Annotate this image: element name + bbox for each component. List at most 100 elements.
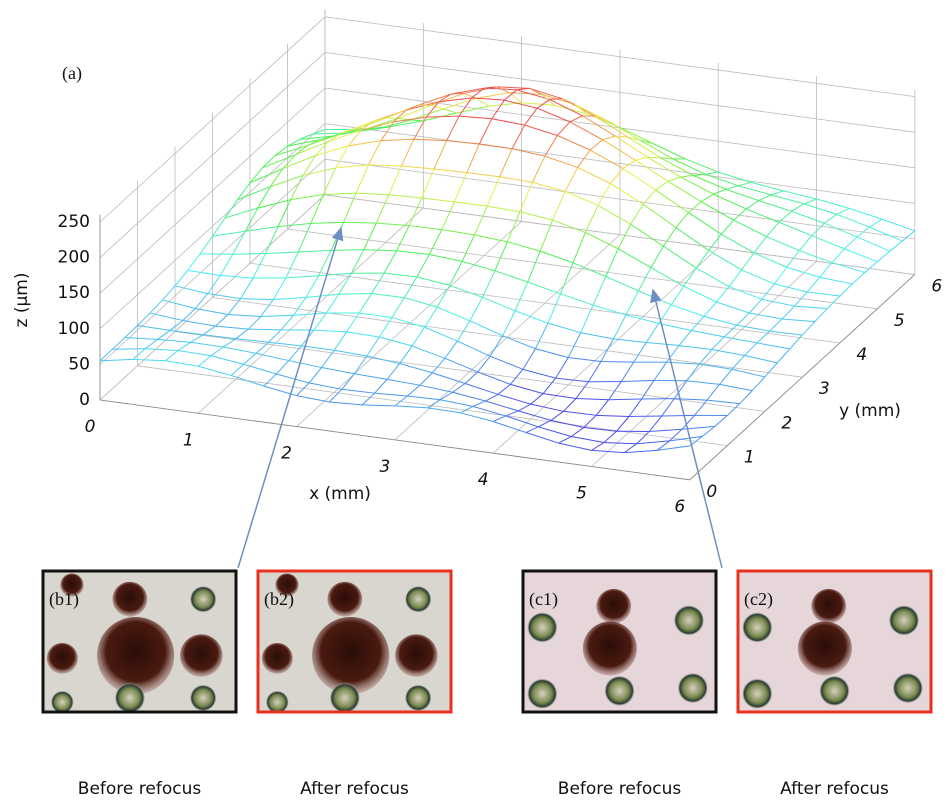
mesh-line [567, 332, 582, 358]
mesh-line [408, 197, 423, 226]
mesh-line [376, 222, 410, 227]
mesh-line [849, 207, 883, 220]
mesh-line [371, 272, 385, 294]
mesh-line [539, 250, 574, 264]
mesh-line [341, 388, 375, 394]
mesh-line [182, 319, 216, 327]
mesh-line [881, 218, 915, 232]
mesh-line [195, 308, 229, 315]
mesh-line [589, 149, 624, 169]
mesh-line [693, 173, 706, 176]
image-frame [41, 569, 238, 714]
mesh-line [531, 155, 546, 183]
mesh-line [280, 314, 294, 331]
mesh-line [399, 345, 413, 364]
mesh-line [270, 174, 304, 188]
mesh-line [446, 115, 460, 141]
mesh-line [441, 229, 475, 236]
mesh-line [249, 168, 283, 184]
mesh-line [187, 270, 221, 276]
mesh-line [594, 115, 608, 122]
z-tick-label: 100 [58, 319, 90, 339]
mesh-line [400, 139, 415, 167]
mesh-line [636, 431, 650, 445]
mesh-line [798, 235, 813, 251]
mesh-line [753, 252, 787, 268]
mesh-line [202, 325, 216, 336]
mesh-line [504, 89, 518, 101]
mesh-line [381, 138, 414, 142]
mesh-line [622, 159, 636, 169]
mesh-line [323, 192, 357, 195]
mesh-line [705, 173, 739, 187]
mesh-line [538, 426, 572, 437]
mesh-line [308, 367, 322, 384]
mesh-line [293, 312, 327, 316]
mesh-line [257, 186, 271, 209]
mesh-line [219, 253, 234, 276]
z-tick-label: 0 [79, 390, 90, 410]
mesh-line [285, 275, 319, 279]
image-feature [97, 617, 175, 695]
mesh-line [282, 155, 316, 170]
image-feature [811, 588, 847, 624]
mesh-line [624, 449, 658, 454]
mesh-line [472, 400, 486, 407]
mesh-line [157, 338, 191, 343]
mesh-line [591, 442, 605, 451]
mesh-line [736, 324, 770, 332]
mesh-line [685, 158, 719, 173]
mesh-line [619, 126, 653, 144]
mesh-line [398, 104, 432, 119]
mesh-line [252, 253, 266, 279]
image-feature [797, 621, 852, 676]
mesh-line [663, 245, 697, 269]
mesh-line [588, 361, 602, 383]
mesh-line [212, 230, 246, 237]
mesh-line [720, 233, 755, 254]
mesh-line [536, 99, 550, 109]
mesh-line [600, 338, 614, 362]
mesh-line [338, 273, 352, 295]
grid-line [324, 52, 915, 133]
y-tick-label: 0 [706, 482, 717, 502]
mesh-line [799, 250, 833, 264]
mesh-line [413, 116, 427, 140]
mesh-line [806, 291, 840, 297]
mesh-line [132, 358, 166, 362]
image-feature [60, 573, 84, 597]
mesh-line [496, 86, 530, 89]
mesh-line [404, 297, 438, 308]
mesh-line [194, 293, 209, 309]
mesh-line [563, 410, 597, 416]
mesh-line [766, 222, 780, 237]
image-feature [888, 604, 920, 636]
mesh-line [346, 312, 360, 333]
mesh-line [522, 368, 556, 379]
mesh-line [436, 285, 451, 308]
mesh-line [235, 328, 249, 340]
mesh-line [288, 345, 302, 361]
x-tick-label: 5 [576, 484, 587, 504]
mesh-line [764, 362, 778, 378]
mesh-line [617, 223, 632, 249]
image-feature [189, 684, 217, 712]
mesh-line [409, 225, 442, 231]
mesh-line [781, 318, 815, 323]
mesh-line [353, 355, 368, 375]
image-panel: (c1) Before refocus [521, 569, 718, 799]
mesh-line [506, 211, 521, 243]
mesh-line [638, 267, 652, 292]
mesh-line [302, 155, 316, 176]
mesh-line [693, 174, 727, 190]
mesh-line [145, 348, 179, 351]
mesh-line [298, 249, 332, 253]
mesh-line [245, 226, 279, 232]
mesh-line [491, 99, 505, 120]
mesh-line [471, 87, 485, 99]
mesh-line [407, 395, 441, 401]
mesh-line [489, 355, 524, 370]
mesh-line [354, 373, 388, 380]
mesh-line [718, 171, 752, 183]
